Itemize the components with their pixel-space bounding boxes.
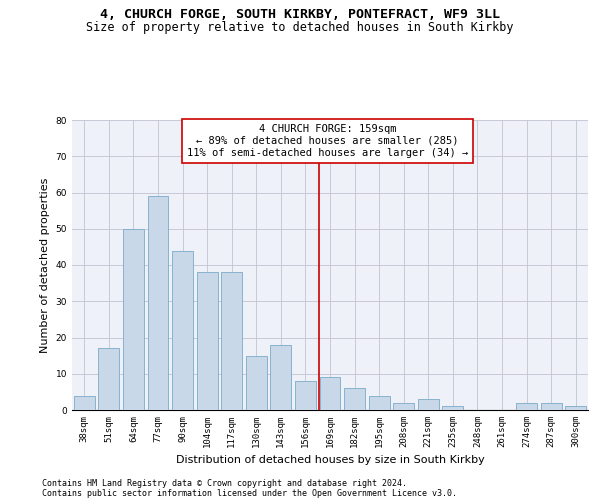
Bar (74, 396, 95, 410)
Bar (516, 403, 537, 410)
Text: 4, CHURCH FORGE, SOUTH KIRKBY, PONTEFRACT, WF9 3LL: 4, CHURCH FORGE, SOUTH KIRKBY, PONTEFRAC… (100, 8, 500, 20)
Text: Size of property relative to detached houses in South Kirkby: Size of property relative to detached ho… (86, 21, 514, 34)
Bar (197, 272, 218, 410)
Bar (246, 356, 267, 410)
Bar (418, 399, 439, 410)
Text: Contains public sector information licensed under the Open Government Licence v3: Contains public sector information licen… (42, 488, 457, 498)
Bar (123, 229, 144, 410)
Bar (320, 378, 340, 410)
Bar (271, 345, 292, 410)
Bar (98, 348, 119, 410)
Bar (344, 388, 365, 410)
Bar (393, 403, 414, 410)
Bar (172, 250, 193, 410)
Bar (565, 406, 586, 410)
Bar (295, 381, 316, 410)
Bar (148, 196, 169, 410)
Bar (442, 406, 463, 410)
Bar (368, 396, 389, 410)
Text: 4 CHURCH FORGE: 159sqm
← 89% of detached houses are smaller (285)
11% of semi-de: 4 CHURCH FORGE: 159sqm ← 89% of detached… (187, 124, 468, 158)
Bar (541, 403, 562, 410)
Text: Contains HM Land Registry data © Crown copyright and database right 2024.: Contains HM Land Registry data © Crown c… (42, 478, 407, 488)
X-axis label: Distribution of detached houses by size in South Kirkby: Distribution of detached houses by size … (176, 456, 484, 466)
Y-axis label: Number of detached properties: Number of detached properties (40, 178, 50, 352)
Bar (221, 272, 242, 410)
